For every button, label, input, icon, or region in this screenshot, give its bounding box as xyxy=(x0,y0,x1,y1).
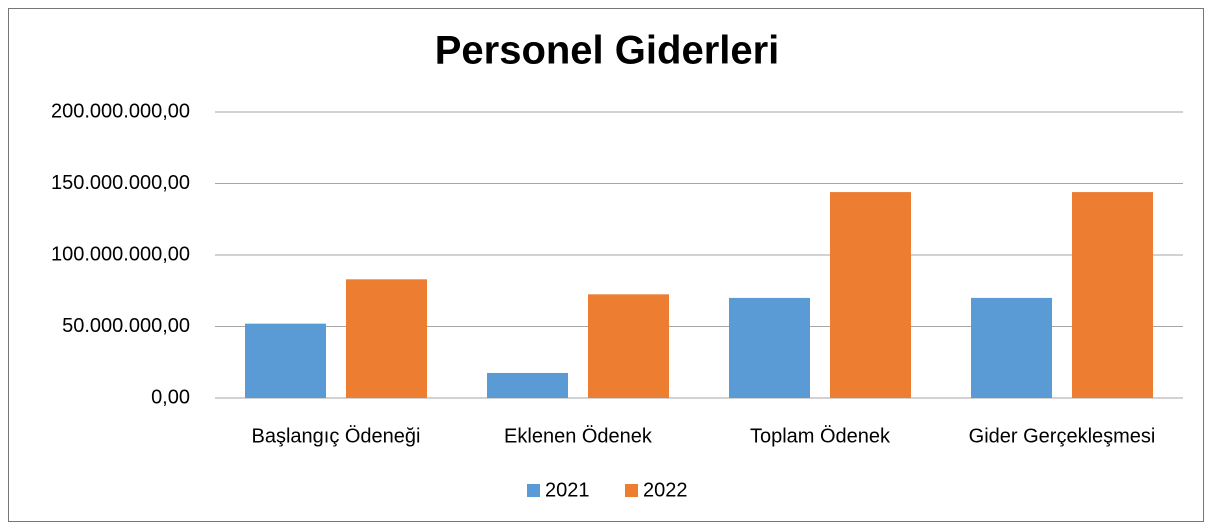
bar xyxy=(346,279,427,398)
bar xyxy=(729,297,810,398)
y-tick-label: 150.000.000,00 xyxy=(51,172,190,194)
legend-swatch xyxy=(527,484,540,497)
y-tick-label: 0,00 xyxy=(151,386,190,408)
y-tick-label: 100.000.000,00 xyxy=(51,243,190,265)
x-tick-label: Eklenen Ödenek xyxy=(504,425,653,447)
y-tick-label: 50.000.000,00 xyxy=(62,315,190,337)
bar xyxy=(971,297,1052,398)
x-tick-label: Toplam Ödenek xyxy=(750,425,891,447)
legend-swatch xyxy=(625,484,638,497)
x-tick-label: Gider Gerçekleşmesi xyxy=(969,425,1156,447)
bar xyxy=(487,372,568,398)
x-tick-label: Başlangıç Ödeneği xyxy=(251,425,420,447)
bar xyxy=(830,192,911,398)
bar xyxy=(245,323,326,398)
y-tick-label: 200.000.000,00 xyxy=(51,100,190,122)
bar xyxy=(1072,192,1153,398)
legend-label: 2021 xyxy=(545,479,590,501)
chart-border xyxy=(8,8,1204,522)
legend-label: 2022 xyxy=(643,479,688,501)
bar xyxy=(588,294,669,398)
chart-title: Personel Giderleri xyxy=(435,29,780,73)
